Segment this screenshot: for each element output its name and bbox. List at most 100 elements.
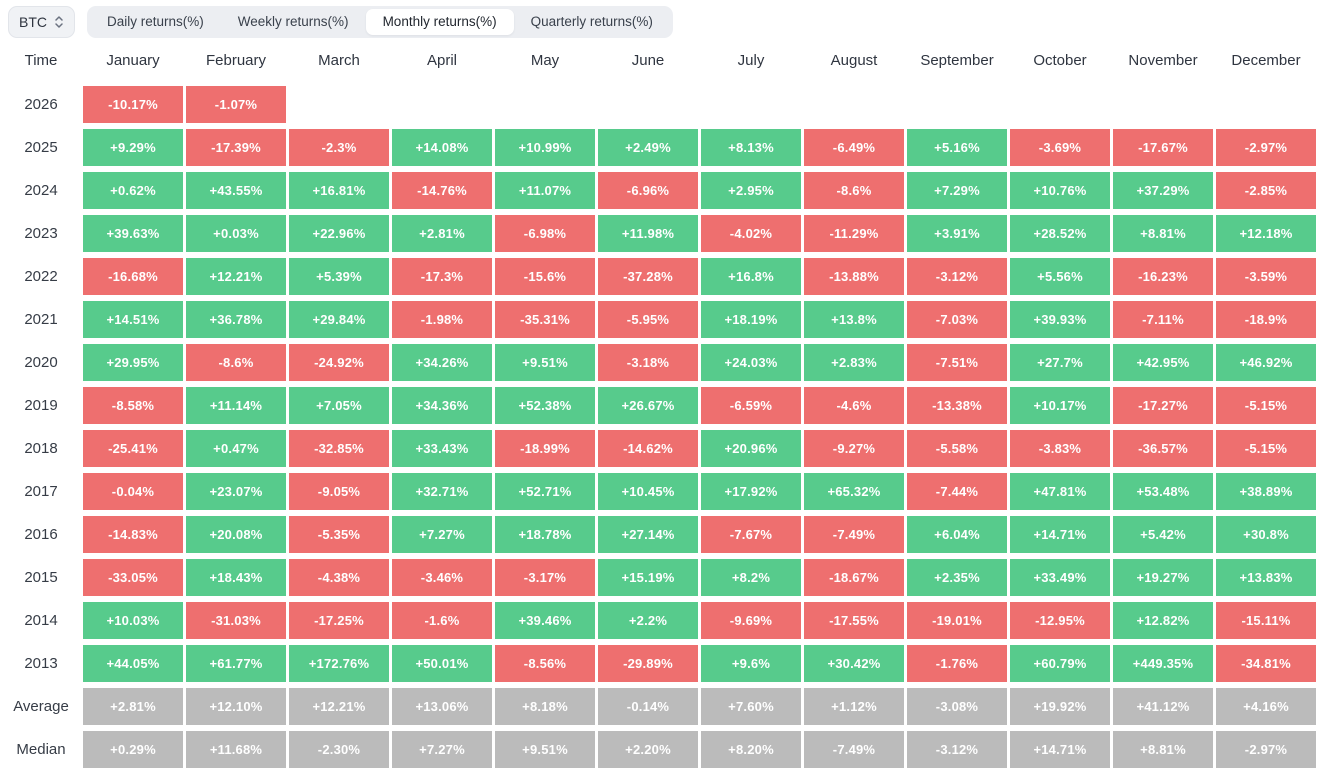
symbol-selector[interactable]: BTC bbox=[8, 6, 75, 38]
column-header-june: June bbox=[631, 52, 665, 69]
row-label-2015: 2015 bbox=[24, 569, 58, 586]
return-cell-2021-may: -35.31% bbox=[495, 301, 595, 338]
column-header-august: August bbox=[830, 52, 878, 69]
return-cell-2017-december: +38.89% bbox=[1216, 473, 1316, 510]
return-cell-2020-october: +27.7% bbox=[1010, 344, 1110, 381]
return-cell-2025-march: -2.3% bbox=[289, 129, 389, 166]
return-cell-2018-february: +0.47% bbox=[186, 430, 286, 467]
return-cell-2024-october: +10.76% bbox=[1010, 172, 1110, 209]
column-header-time: Time bbox=[24, 52, 58, 69]
return-cell-2022-december: -3.59% bbox=[1216, 258, 1316, 295]
return-cell-2023-november: +8.81% bbox=[1113, 215, 1213, 252]
return-cell-2025-july: +8.13% bbox=[701, 129, 801, 166]
return-cell-2013-june: -29.89% bbox=[598, 645, 698, 682]
row-label-2024: 2024 bbox=[24, 182, 58, 199]
tab-daily-returns[interactable]: Daily returns(%) bbox=[107, 14, 204, 29]
return-cell-2020-august: +2.83% bbox=[804, 344, 904, 381]
return-cell-2021-june: -5.95% bbox=[598, 301, 698, 338]
return-cell-2020-may: +9.51% bbox=[495, 344, 595, 381]
tab-quarterly-returns[interactable]: Quarterly returns(%) bbox=[530, 14, 653, 29]
return-cell-median-april: +7.27% bbox=[392, 731, 492, 768]
return-cell-2015-july: +8.2% bbox=[701, 559, 801, 596]
return-cell-2019-january: -8.58% bbox=[83, 387, 183, 424]
return-cell-2019-may: +52.38% bbox=[495, 387, 595, 424]
tab-weekly-returns[interactable]: Weekly returns(%) bbox=[237, 14, 349, 29]
return-cell-average-september: -3.08% bbox=[907, 688, 1007, 725]
return-cell-2020-june: -3.18% bbox=[598, 344, 698, 381]
return-cell-2019-march: +7.05% bbox=[289, 387, 389, 424]
return-cell-2024-january: +0.62% bbox=[83, 172, 183, 209]
return-cell-2017-october: +47.81% bbox=[1010, 473, 1110, 510]
return-cell-2024-june: -6.96% bbox=[598, 172, 698, 209]
return-cell-2023-may: -6.98% bbox=[495, 215, 595, 252]
return-cell-2014-january: +10.03% bbox=[83, 602, 183, 639]
return-cell-2026-february: -1.07% bbox=[186, 86, 286, 123]
return-cell-average-january: +2.81% bbox=[83, 688, 183, 725]
return-cell-average-june: -0.14% bbox=[598, 688, 698, 725]
return-cell-2021-september: -7.03% bbox=[907, 301, 1007, 338]
return-cell-2023-july: -4.02% bbox=[701, 215, 801, 252]
return-cell-2016-march: -5.35% bbox=[289, 516, 389, 553]
return-cell-2015-march: -4.38% bbox=[289, 559, 389, 596]
return-cell-2015-september: +2.35% bbox=[907, 559, 1007, 596]
return-cell-2021-october: +39.93% bbox=[1010, 301, 1110, 338]
return-cell-2013-january: +44.05% bbox=[83, 645, 183, 682]
return-cell-2017-april: +32.71% bbox=[392, 473, 492, 510]
return-cell-2018-november: -36.57% bbox=[1113, 430, 1213, 467]
empty-cell bbox=[1010, 86, 1110, 123]
return-cell-2023-december: +12.18% bbox=[1216, 215, 1316, 252]
return-cell-2017-may: +52.71% bbox=[495, 473, 595, 510]
column-header-january: January bbox=[106, 52, 160, 69]
return-cell-2013-october: +60.79% bbox=[1010, 645, 1110, 682]
return-cell-2023-august: -11.29% bbox=[804, 215, 904, 252]
return-cell-2016-december: +30.8% bbox=[1216, 516, 1316, 553]
row-label-median: Median bbox=[16, 741, 66, 758]
return-cell-median-february: +11.68% bbox=[186, 731, 286, 768]
return-cell-2019-february: +11.14% bbox=[186, 387, 286, 424]
return-cell-2014-august: -17.55% bbox=[804, 602, 904, 639]
column-header-february: February bbox=[205, 52, 267, 69]
row-label-2019: 2019 bbox=[24, 397, 58, 414]
return-cell-2013-february: +61.77% bbox=[186, 645, 286, 682]
column-header-september: September bbox=[920, 52, 994, 69]
return-cell-median-june: +2.20% bbox=[598, 731, 698, 768]
return-cell-2024-august: -8.6% bbox=[804, 172, 904, 209]
return-cell-2013-april: +50.01% bbox=[392, 645, 492, 682]
column-header-july: July bbox=[737, 52, 765, 69]
return-cell-2016-october: +14.71% bbox=[1010, 516, 1110, 553]
row-label-2013: 2013 bbox=[24, 655, 58, 672]
return-cell-2022-october: +5.56% bbox=[1010, 258, 1110, 295]
empty-cell bbox=[804, 86, 904, 123]
return-cell-2021-january: +14.51% bbox=[83, 301, 183, 338]
return-cell-2015-february: +18.43% bbox=[186, 559, 286, 596]
return-cell-median-january: +0.29% bbox=[83, 731, 183, 768]
return-cell-2019-october: +10.17% bbox=[1010, 387, 1110, 424]
return-cell-2020-february: -8.6% bbox=[186, 344, 286, 381]
return-cell-2020-april: +34.26% bbox=[392, 344, 492, 381]
return-cell-2024-september: +7.29% bbox=[907, 172, 1007, 209]
return-cell-2018-may: -18.99% bbox=[495, 430, 595, 467]
return-cell-2016-september: +6.04% bbox=[907, 516, 1007, 553]
column-header-october: October bbox=[1033, 52, 1087, 69]
returns-grid: Time January February March April May June July… bbox=[0, 42, 1318, 768]
column-header-december: December bbox=[1231, 52, 1301, 69]
return-cell-2015-october: +33.49% bbox=[1010, 559, 1110, 596]
return-cell-2014-april: -1.6% bbox=[392, 602, 492, 639]
return-cell-2015-january: -33.05% bbox=[83, 559, 183, 596]
return-cell-2020-january: +29.95% bbox=[83, 344, 183, 381]
empty-cell bbox=[907, 86, 1007, 123]
return-cell-2018-july: +20.96% bbox=[701, 430, 801, 467]
return-cell-2020-july: +24.03% bbox=[701, 344, 801, 381]
return-cell-average-march: +12.21% bbox=[289, 688, 389, 725]
return-cell-2025-november: -17.67% bbox=[1113, 129, 1213, 166]
return-cell-2022-february: +12.21% bbox=[186, 258, 286, 295]
return-cell-2022-march: +5.39% bbox=[289, 258, 389, 295]
empty-cell bbox=[495, 86, 595, 123]
row-label-2022: 2022 bbox=[24, 268, 58, 285]
symbol-selector-value: BTC bbox=[19, 14, 47, 30]
return-cell-2017-july: +17.92% bbox=[701, 473, 801, 510]
return-cell-2018-january: -25.41% bbox=[83, 430, 183, 467]
return-cell-2023-june: +11.98% bbox=[598, 215, 698, 252]
return-cell-2025-february: -17.39% bbox=[186, 129, 286, 166]
tab-monthly-returns[interactable]: Monthly returns(%) bbox=[365, 9, 514, 35]
